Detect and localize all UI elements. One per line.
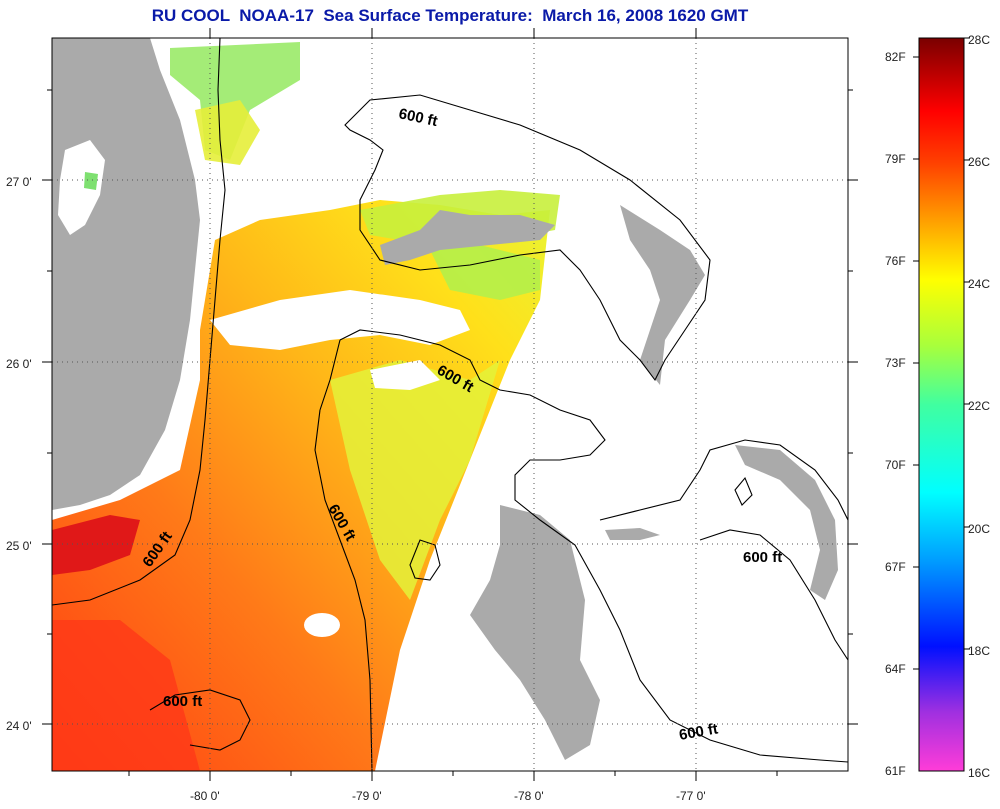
sst-green-band <box>430 245 540 300</box>
cloud-gap-2 <box>370 360 440 390</box>
contour-label: 600 ft <box>743 549 782 566</box>
sst-north-strip <box>170 42 300 160</box>
colorbar-f-label: 79F <box>885 152 906 166</box>
sst-cool-patch <box>330 360 500 600</box>
map-title: RU COOL NOAA-17 Sea Surface Temperature:… <box>151 6 749 25</box>
latitude-tick-label: 27 0' <box>6 175 32 189</box>
colorbar-f-label: 64F <box>885 662 906 676</box>
colorbar-c-label: 18C <box>968 644 990 658</box>
contour-label: 600 ft <box>678 720 720 744</box>
cloud-gap <box>210 290 470 350</box>
latitude-tick-label: 26 0' <box>6 357 32 371</box>
colorbar-c-label: 22C <box>968 399 990 413</box>
longitude-tick-label: -77 0' <box>676 789 706 803</box>
colorbar-c-label: 20C <box>968 522 990 536</box>
longitude-tick-label: -78 0' <box>514 789 544 803</box>
colorbar-f-label: 73F <box>885 356 906 370</box>
colorbar <box>918 37 965 772</box>
cloud-spot <box>304 613 340 637</box>
latitude-tick-label: 25 0' <box>6 539 32 553</box>
contour-tongue-of-ocean <box>409 539 441 581</box>
contour-great-bahama <box>339 329 848 763</box>
longitude-tick-label: -80 0' <box>190 789 220 803</box>
contour-east <box>699 529 848 661</box>
lake-data <box>84 172 98 190</box>
colorbar-c-label: 28C <box>968 33 990 47</box>
sst-warm-patch-south <box>52 620 200 771</box>
sst-north-strip-yellow <box>195 100 260 165</box>
contour-label: 600 ft <box>163 693 202 710</box>
small-island <box>605 528 660 540</box>
colorbar-c-label: 26C <box>968 155 990 169</box>
colorbar-f-label: 61F <box>885 764 906 778</box>
sst-warm-spot <box>52 515 140 575</box>
colorbar-c-label: 24C <box>968 277 990 291</box>
tick-marks <box>42 28 858 781</box>
colorbar-f-label: 76F <box>885 254 906 268</box>
colorbar-f-label: 82F <box>885 50 906 64</box>
longitude-tick-label: -79 0' <box>352 789 382 803</box>
lake-okeechobee <box>58 140 105 235</box>
abaco-land <box>620 205 705 385</box>
contour-loop <box>734 476 753 506</box>
grand-bahama-land <box>380 210 555 265</box>
contour-cay-sal <box>149 689 251 751</box>
contour-little-bahama <box>344 94 711 382</box>
contour-exuma <box>599 439 848 521</box>
colorbar-f-label: 67F <box>885 560 906 574</box>
contour-shelf-edge <box>319 339 341 411</box>
grid-lines <box>52 38 848 771</box>
plot-frame <box>51 37 849 772</box>
contour-lower-tongue <box>314 409 373 771</box>
latitude-tick-label: 24 0' <box>6 719 32 733</box>
colorbar-f-label: 70F <box>885 458 906 472</box>
bathymetry-contours <box>52 38 848 771</box>
colorbar-ticks <box>913 37 970 670</box>
contour-florida-shelf <box>52 38 226 606</box>
eleuthera-land <box>735 445 838 600</box>
andros-land <box>470 505 600 760</box>
colorbar-c-label: 16C <box>968 766 990 780</box>
